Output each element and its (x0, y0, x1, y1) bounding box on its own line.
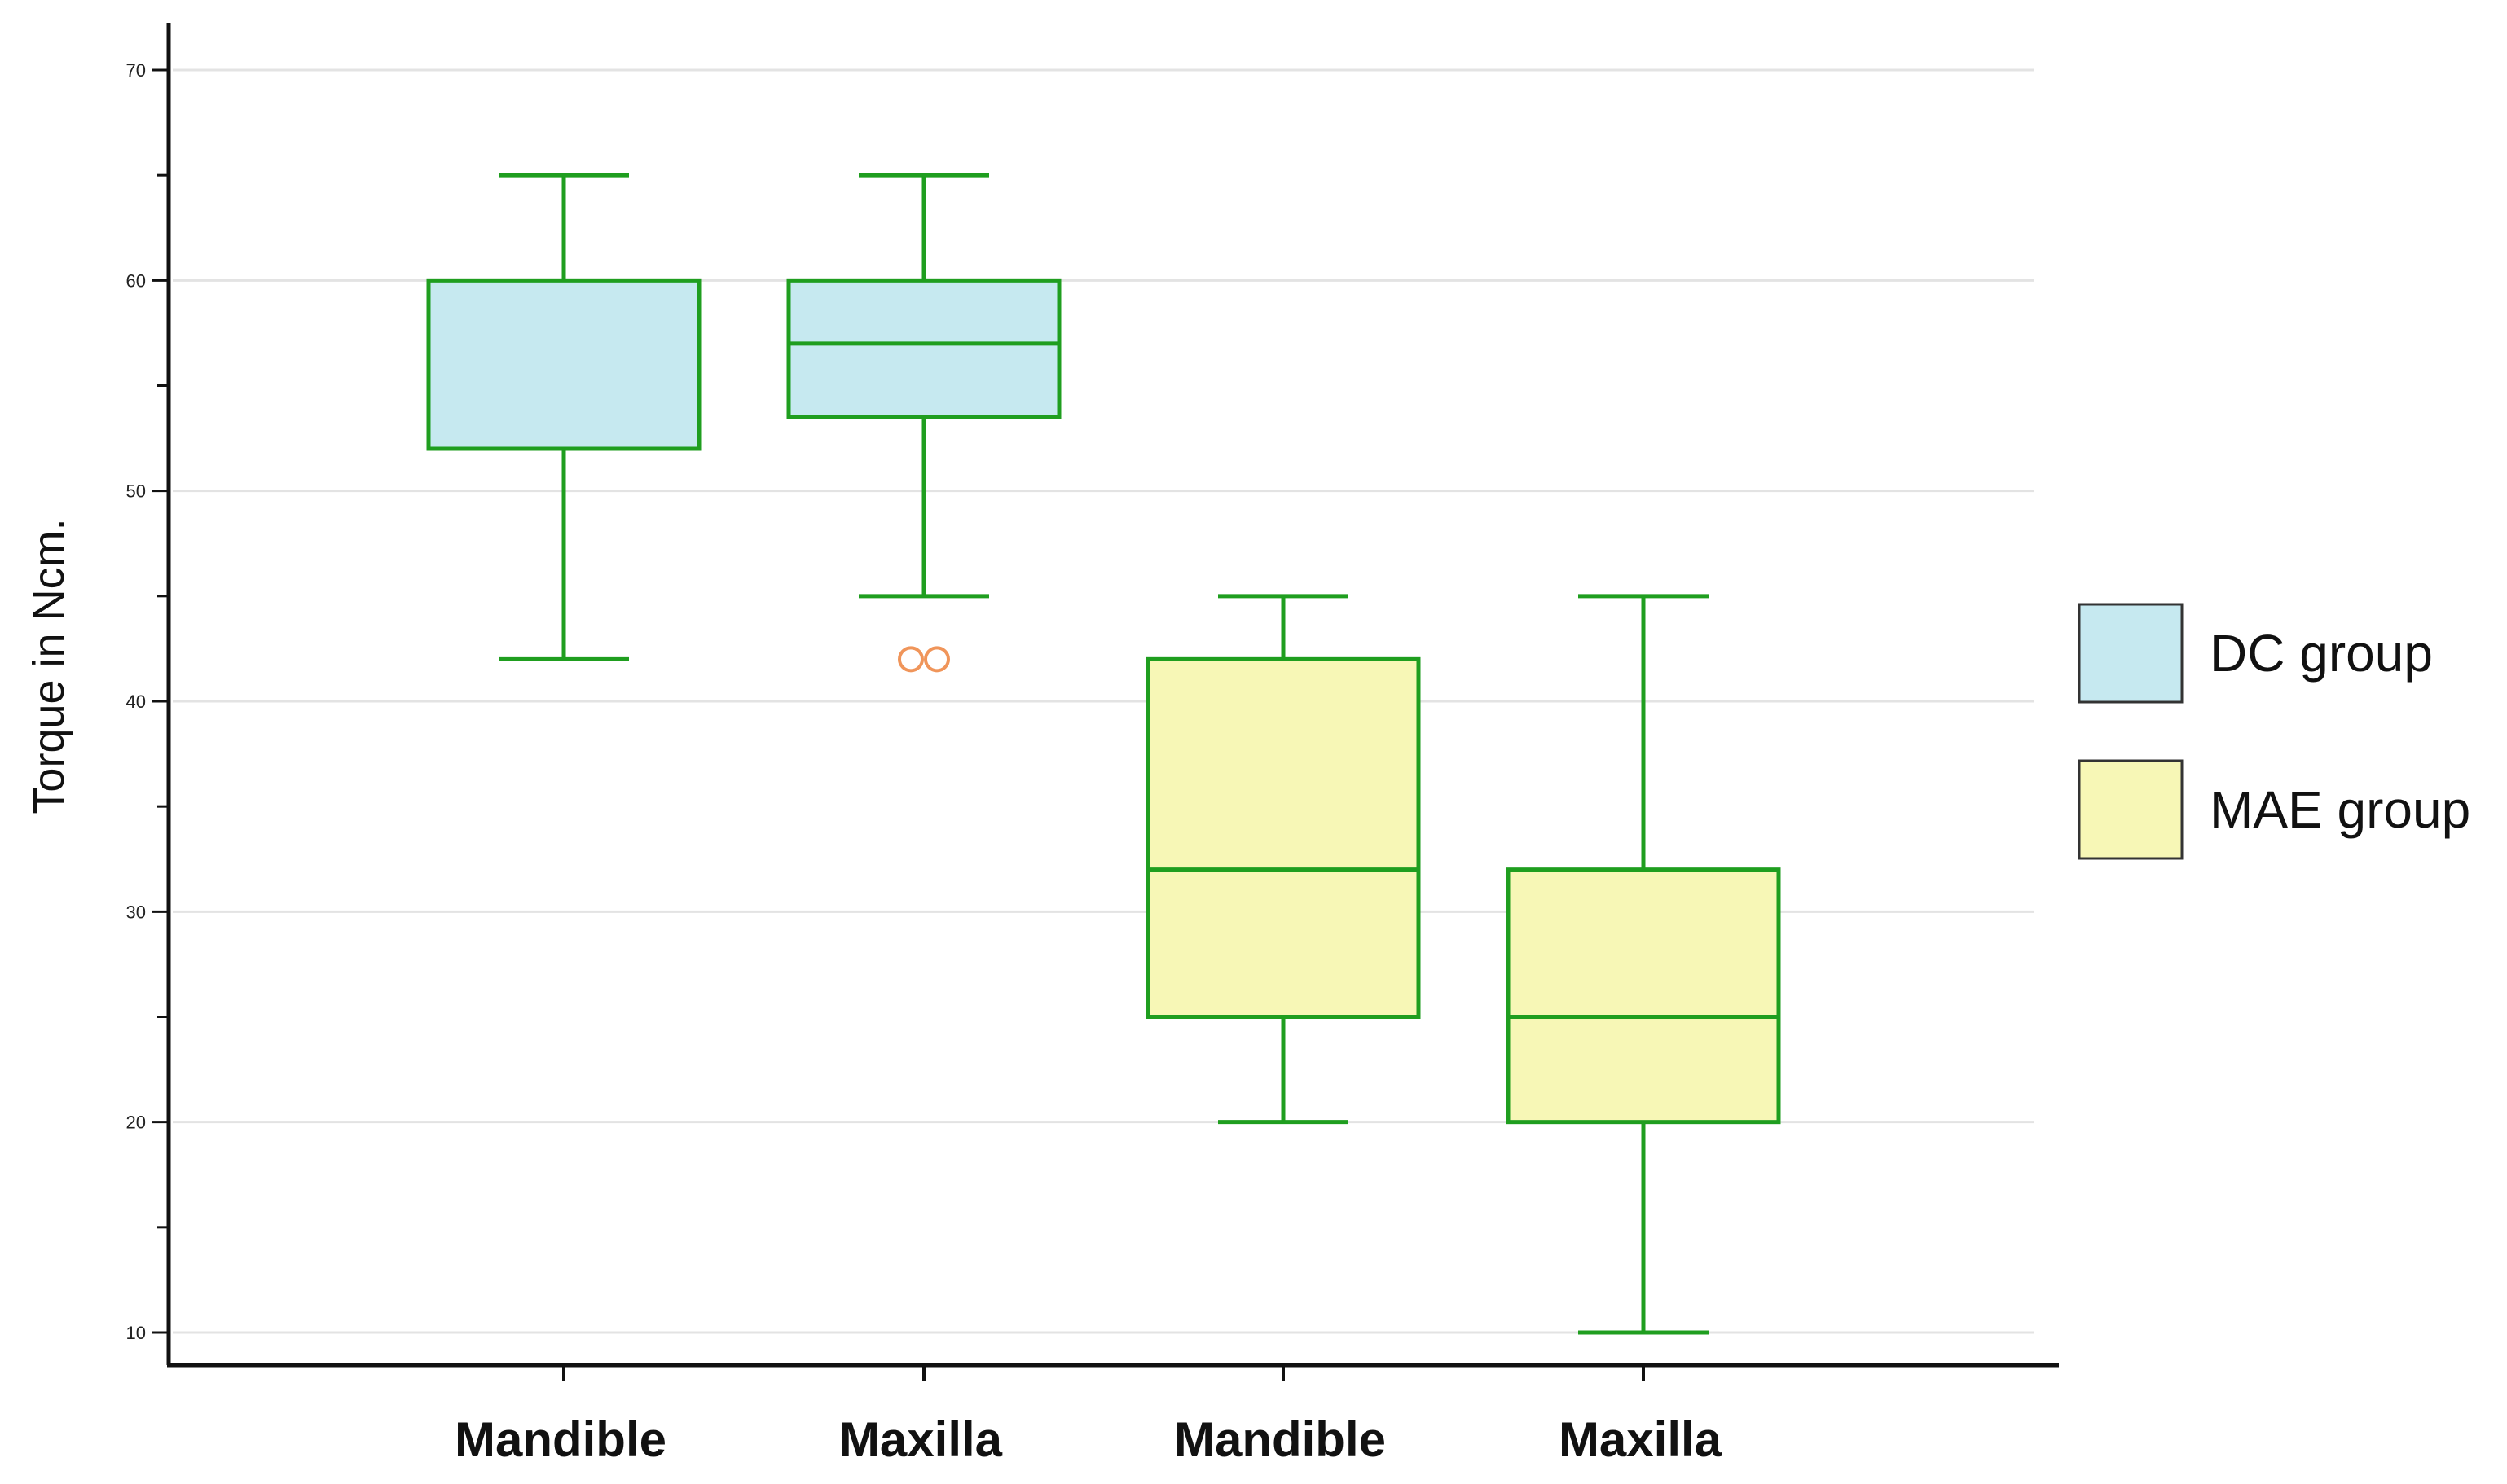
outlier-point (924, 646, 950, 673)
legend-label: MAE group (2210, 780, 2470, 839)
box-0 (426, 173, 702, 661)
legend-swatch (2078, 603, 2184, 704)
y-axis-title: Torque in Ncm. (24, 518, 73, 814)
box-body (1146, 656, 1421, 1019)
x-category-label-1: Maxilla (839, 1412, 1003, 1467)
y-tick-label-20: 20 (126, 1113, 146, 1133)
axes (152, 23, 2059, 1381)
x-category-label-3: Maxilla (1559, 1412, 1722, 1467)
box-1 (786, 173, 1062, 673)
legend-swatch (2078, 759, 2184, 860)
y-tick-label-40: 40 (126, 692, 146, 712)
y-tick-label-30: 30 (126, 902, 146, 922)
outlier-point (898, 646, 924, 673)
legend: DC group MAE group (2078, 603, 2470, 860)
y-tick-label-10: 10 (126, 1323, 146, 1343)
boxes (426, 173, 1781, 1335)
box-body (786, 278, 1062, 419)
x-category-label-2: Mandible (1174, 1412, 1386, 1467)
x-category-labels: Mandible Maxilla Mandible Maxilla (455, 1412, 1722, 1467)
legend-label: DC group (2210, 624, 2433, 683)
x-category-label-0: Mandible (455, 1412, 666, 1467)
box-2 (1146, 594, 1421, 1125)
y-tick-labels: 10 20 30 40 50 60 70 (126, 60, 146, 1343)
legend-item-0: DC group (2078, 603, 2433, 704)
box-body (426, 278, 702, 451)
legend-item-1: MAE group (2078, 759, 2470, 860)
box-3 (1506, 594, 1781, 1335)
grid-lines (173, 68, 2034, 1334)
y-tick-label-60: 60 (126, 270, 146, 291)
box-body (1506, 867, 1781, 1125)
y-tick-label-70: 70 (126, 60, 146, 81)
y-tick-label-50: 50 (126, 481, 146, 502)
